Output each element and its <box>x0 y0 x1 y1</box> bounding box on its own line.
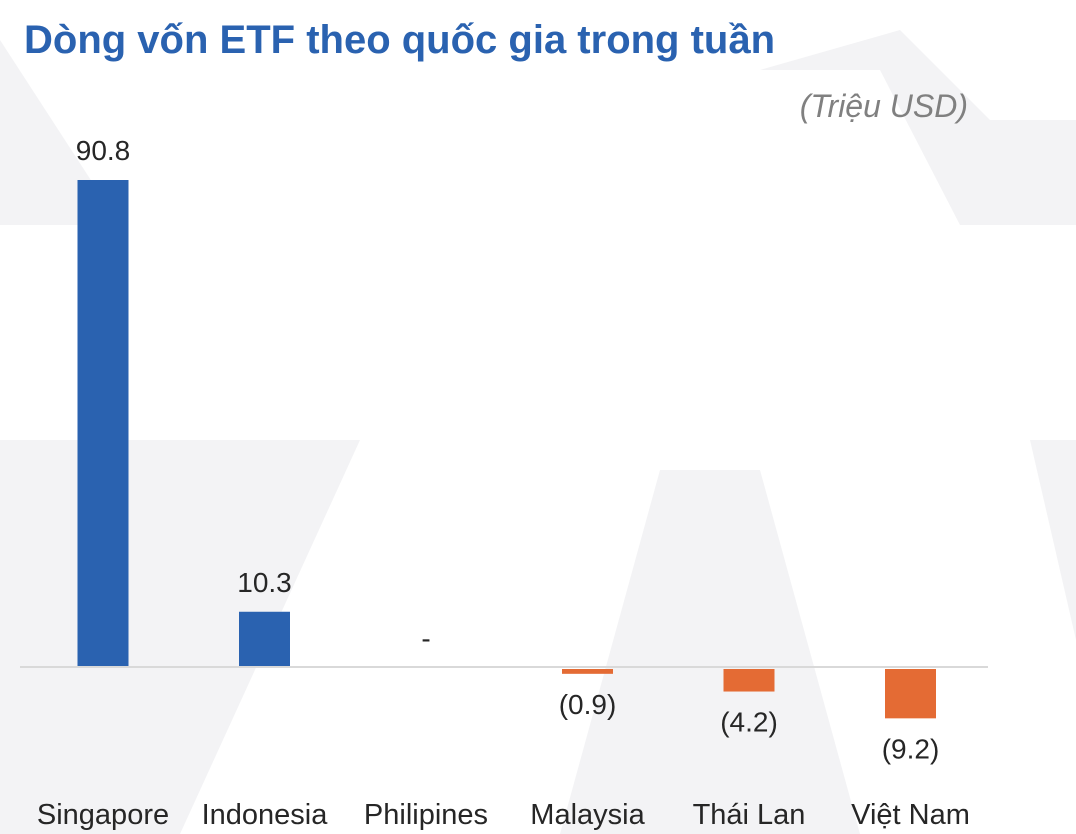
bar-singapore <box>77 180 129 667</box>
unit-label: (Triệu USD) <box>799 88 968 124</box>
category-label-malaysia: Malaysia <box>530 799 645 831</box>
data-label-thai-lan: (4.2) <box>720 707 778 738</box>
data-label-indonesia: 10.3 <box>237 567 292 598</box>
category-label-indonesia: Indonesia <box>202 799 329 831</box>
category-label-thai-lan: Thái Lan <box>693 799 806 831</box>
data-label-philipines: - <box>421 623 430 654</box>
bar-thai-lan <box>723 669 775 692</box>
bar-malaysia <box>562 669 613 674</box>
category-label-singapore: Singapore <box>37 799 169 831</box>
bar-viet-nam <box>885 669 936 719</box>
category-label-viet-nam: Việt Nam <box>851 799 970 831</box>
chart-title: Dòng vốn ETF theo quốc gia trong tuần <box>24 18 776 62</box>
bar-indonesia <box>239 611 290 667</box>
category-label-philipines: Philipines <box>364 799 488 831</box>
data-label-malaysia: (0.9) <box>559 689 617 720</box>
data-label-singapore: 90.8 <box>76 135 131 166</box>
data-label-viet-nam: (9.2) <box>882 733 940 764</box>
